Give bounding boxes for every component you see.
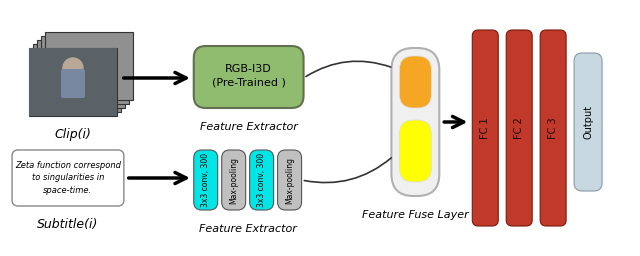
- Text: RGB-I3D
(Pre-Trained ): RGB-I3D (Pre-Trained ): [212, 65, 285, 88]
- FancyBboxPatch shape: [12, 150, 124, 206]
- Text: FC 1: FC 1: [480, 117, 490, 139]
- FancyBboxPatch shape: [194, 46, 303, 108]
- Text: FC 2: FC 2: [514, 117, 524, 139]
- FancyBboxPatch shape: [399, 120, 431, 182]
- Bar: [45, 32, 133, 100]
- FancyBboxPatch shape: [472, 30, 498, 226]
- FancyBboxPatch shape: [250, 150, 274, 210]
- Bar: [29, 48, 117, 116]
- Text: 3x3 conv, 300: 3x3 conv, 300: [201, 153, 210, 207]
- Circle shape: [63, 58, 83, 78]
- Bar: [29, 48, 117, 116]
- Bar: [37, 40, 125, 108]
- FancyBboxPatch shape: [278, 150, 301, 210]
- FancyBboxPatch shape: [540, 30, 566, 226]
- FancyBboxPatch shape: [506, 30, 532, 226]
- Text: Zeta function correspond
to singularities in
space-time.: Zeta function correspond to singularitie…: [15, 161, 121, 195]
- FancyBboxPatch shape: [61, 69, 85, 98]
- Text: Feature Fuse Layer: Feature Fuse Layer: [362, 210, 468, 220]
- Bar: [33, 44, 121, 112]
- FancyBboxPatch shape: [574, 53, 602, 191]
- Text: Output: Output: [583, 105, 593, 139]
- Text: Feature Extractor: Feature Extractor: [199, 224, 296, 234]
- FancyBboxPatch shape: [392, 48, 439, 196]
- Text: Max-pooling: Max-pooling: [285, 156, 294, 204]
- FancyBboxPatch shape: [221, 150, 246, 210]
- Text: FC 3: FC 3: [548, 117, 558, 139]
- Text: 3x3 conv, 300: 3x3 conv, 300: [257, 153, 266, 207]
- Text: Max-pooling: Max-pooling: [229, 156, 238, 204]
- Text: Subtitle(i): Subtitle(i): [37, 218, 99, 231]
- FancyBboxPatch shape: [399, 56, 431, 108]
- FancyBboxPatch shape: [194, 150, 218, 210]
- Bar: [41, 36, 129, 104]
- Text: Clip(i): Clip(i): [54, 128, 92, 141]
- Text: Feature Extractor: Feature Extractor: [200, 122, 298, 132]
